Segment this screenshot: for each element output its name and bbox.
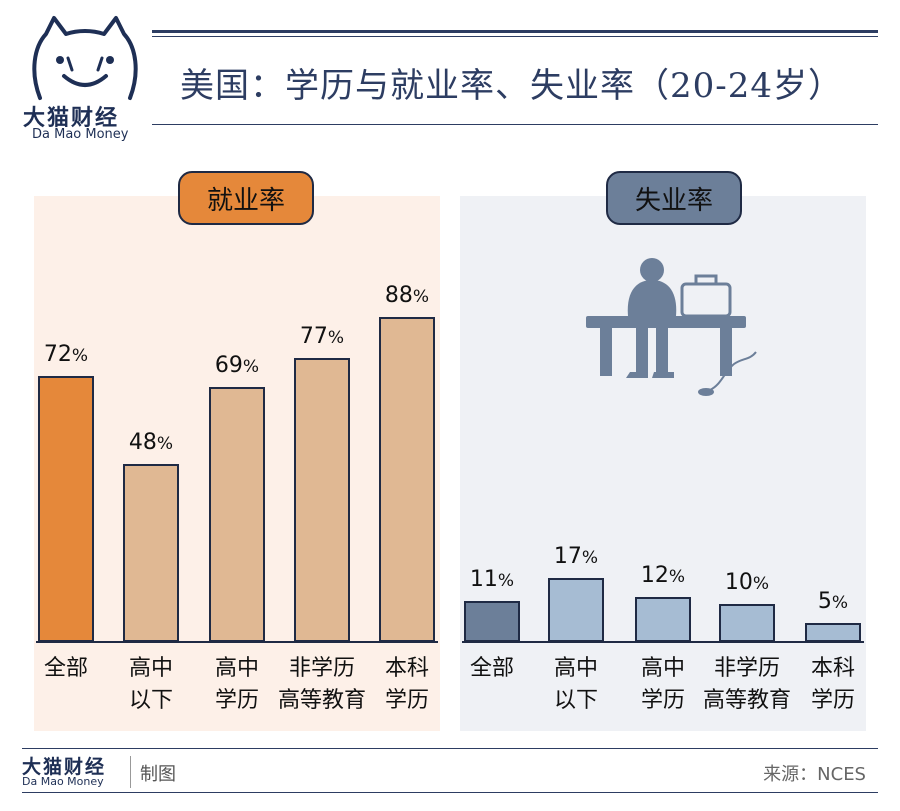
employment-category-label: 全部 [43,656,88,681]
employment-value-label: 77% [299,323,345,349]
unemployment-category-label: 全部 [469,656,514,681]
unemployment-baseline [462,641,864,643]
title-rule-top-thin [152,36,878,37]
employment-baseline [36,641,438,643]
brand-name-cn: 大猫财经 [23,106,120,131]
unemployment-chart-title: 失业率 [606,171,742,225]
employment-bar [209,387,265,642]
cat-face-icon [32,16,138,100]
unemployment-bar [719,604,775,642]
employment-bar [294,357,350,642]
employment-chart-title: 就业率 [178,171,314,225]
unemployment-bar [464,600,520,642]
employment-value-label: 48% [128,430,174,456]
footer-rule-bottom [22,792,878,793]
footer-divider [130,756,131,788]
unemployment-value-label: 10% [724,570,770,596]
unemployment-category-label: 高中 学历 [640,656,685,713]
unemployment-category-label: 高中 以下 [553,656,598,713]
title-rule-top [152,30,878,33]
footer-source: 来源：NCES [763,764,866,785]
unemployment-value-label: 11% [469,566,515,592]
employment-bar [38,376,94,642]
unemployment-bar [548,578,604,642]
brand-logo: 大猫财经 Da Mao Money [20,12,150,142]
employment-category-label: 非学历 高等教育 [277,656,366,713]
brand-name-en: Da Mao Money [32,127,129,142]
unemployment-category-label: 本科 学历 [810,656,855,713]
unemployment-value-label: 17% [553,544,599,570]
footer-brand-cn: 大猫财经 [22,756,107,778]
employment-value-label: 88% [384,283,430,309]
employment-category-label: 本科 学历 [384,656,429,713]
title-rule-bottom [152,124,878,125]
employment-bars [0,0,1,1]
employment-category-label: 高中 学历 [214,656,259,713]
unemployment-bar [805,622,861,642]
employment-value-label: 69% [214,353,260,379]
unemployment-value-label: 12% [640,562,686,588]
unemployed-person-icon [586,258,757,396]
employment-category-label: 高中 以下 [128,656,173,713]
footer-brand-en: Da Mao Money [22,775,104,788]
unemployment-category-label: 非学历 高等教育 [702,656,791,713]
employment-bar [123,464,179,642]
footer-rule-top [22,748,878,749]
page-title: 美国：学历与就业率、失业率（20-24岁） [180,66,844,106]
unemployment-bar [635,596,691,642]
unemployment-value-label: 5% [817,588,849,614]
employment-value-label: 72% [43,342,89,368]
footer-credit: 制图 [140,764,176,785]
employment-bar [379,317,435,642]
